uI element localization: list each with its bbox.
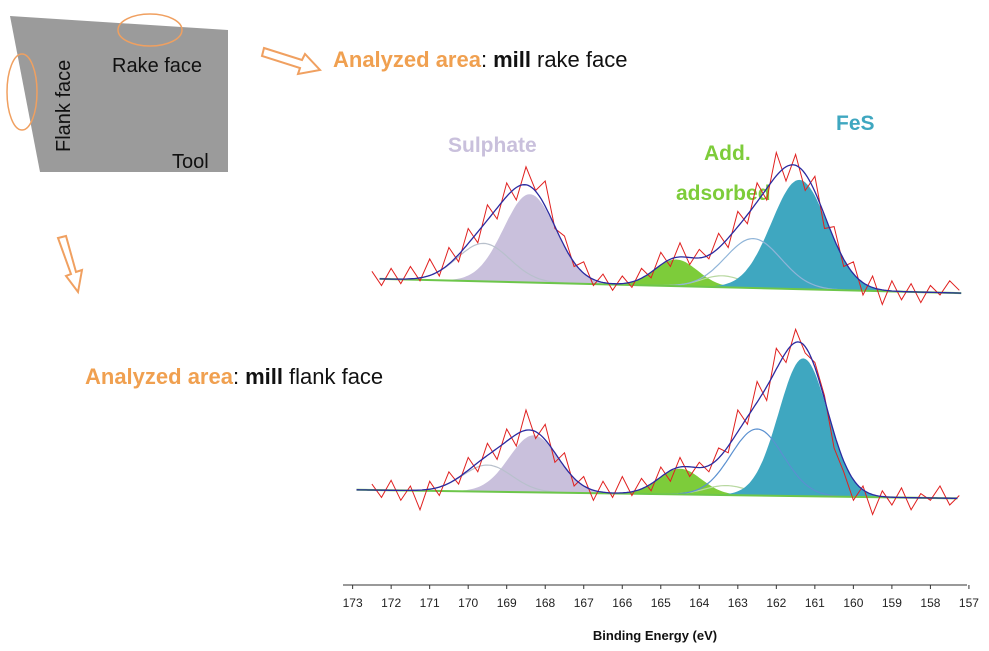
- tool-body: [10, 16, 228, 172]
- component-peak: [360, 435, 707, 495]
- envelope: [356, 341, 958, 499]
- arrow: [56, 234, 84, 295]
- caption-mill: mill: [245, 364, 283, 389]
- x-tick-label: 171: [420, 596, 440, 610]
- component-label: adsorbed: [676, 182, 771, 205]
- caption-face: flank face: [289, 364, 383, 389]
- envelope: [379, 164, 962, 294]
- x-tick-label: 165: [651, 596, 671, 610]
- component-peak: [526, 259, 827, 290]
- x-tick-label: 159: [882, 596, 902, 610]
- x-tick-label: 167: [574, 596, 594, 610]
- x-tick-label: 157: [959, 596, 979, 610]
- x-tick-label: 161: [805, 596, 825, 610]
- caption-colon: :: [481, 47, 487, 72]
- flank-marker: [6, 53, 38, 131]
- component-peak: [603, 179, 962, 294]
- x-tick-label: 173: [343, 596, 363, 610]
- flank-face-label: Flank face: [53, 60, 75, 152]
- component-label: Add.: [704, 142, 751, 165]
- component-peak: [630, 358, 958, 499]
- component-label: Sulphate: [448, 134, 537, 157]
- baseline: [379, 277, 962, 295]
- component-peak: [529, 468, 831, 497]
- rake-face-label: Rake face: [112, 55, 202, 77]
- x-tick-label: 160: [843, 596, 863, 610]
- x-tick-label: 170: [458, 596, 478, 610]
- x-tick-label: 166: [612, 596, 632, 610]
- caption-area: Analyzed area: [333, 47, 482, 72]
- component-peak: [379, 194, 715, 288]
- x-tick-label: 172: [381, 596, 401, 610]
- x-tick-label: 169: [497, 596, 517, 610]
- x-tick-label: 158: [920, 596, 940, 610]
- component-label: FeS: [836, 112, 875, 135]
- caption-mill: mill: [493, 47, 531, 72]
- rake-marker: [117, 13, 183, 47]
- caption-face: rake face: [537, 47, 628, 72]
- x-tick-label: 164: [689, 596, 709, 610]
- tool-sketch: Rake face Flank face Tool: [6, 13, 228, 173]
- panel-caption: Analyzed area: mill rake face: [333, 47, 628, 72]
- caption-area: Analyzed area: [85, 364, 234, 389]
- panel-caption: Analyzed area: mill flank face: [85, 364, 383, 389]
- caption-colon: :: [233, 364, 239, 389]
- x-tick-label: 163: [728, 596, 748, 610]
- raw-spectrum: [371, 150, 960, 306]
- x-tick-label: 162: [766, 596, 786, 610]
- baseline: [356, 488, 958, 500]
- x-tick-label: 168: [535, 596, 555, 610]
- tool-label: Tool: [172, 151, 209, 173]
- x-axis-label: Binding Energy (eV): [593, 628, 717, 643]
- plots: Sulphate Add. adsorbed FeS 173 172 171 170 169 16…: [343, 112, 980, 643]
- arrow: [260, 46, 322, 76]
